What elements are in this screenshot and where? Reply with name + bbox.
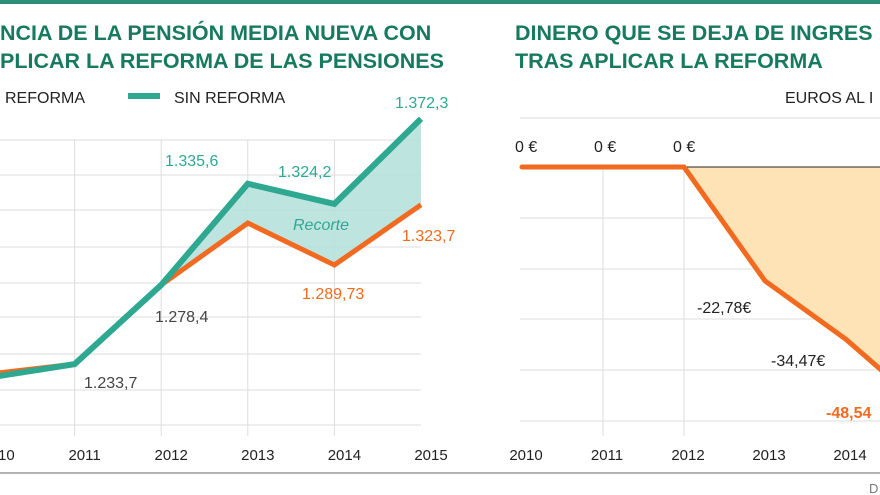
x-tick-label: 2010 (509, 447, 542, 464)
series-line (519, 164, 880, 373)
data-label: -48,54 (826, 405, 871, 422)
x-tick-label: 2012 (155, 447, 188, 464)
x-tick-label: 2015 (414, 447, 447, 464)
legend-sin-reforma-label: SIN REFORMA (174, 90, 285, 107)
data-label: 0 € (673, 139, 695, 156)
legend-sin-reforma-swatch (128, 93, 160, 99)
data-label: 1.323,7 (402, 228, 455, 245)
x-tick-label: 2014 (328, 447, 361, 464)
data-label: 1.372,3 (395, 95, 448, 112)
x-tick-label: 2013 (241, 447, 274, 464)
left-title-line-2: PLICAR LA REFORMA DE LAS PENSIONES (0, 49, 444, 73)
data-label: -34,47€ (771, 353, 825, 370)
left-title-line-1: NCIA DE LA PENSIÓN MEDIA NUEVA CON (0, 20, 431, 45)
recorte-area (161, 118, 421, 285)
x-tick-label: 2014 (833, 447, 866, 464)
data-label: 1.335,6 (165, 153, 218, 170)
data-label: 1.233,7 (84, 375, 137, 392)
data-label: -22,78€ (697, 300, 751, 317)
x-tick-label: 2010 (0, 447, 15, 464)
data-label: 1.278,4 (155, 309, 208, 326)
right-title-line-2: TRAS APLICAR LA REFORMA (515, 49, 823, 73)
loss-area (684, 167, 880, 369)
series-line-sin-reforma (0, 116, 424, 379)
x-tick-label: 2011 (68, 447, 100, 464)
unit-label: EUROS AL I (785, 90, 873, 107)
source-credit: D (869, 481, 878, 495)
data-label: 0 € (594, 139, 616, 156)
x-tick-label: 2013 (752, 447, 785, 464)
data-label: 0 € (515, 139, 537, 156)
x-tick-label: 2012 (671, 447, 704, 464)
data-label: 1.289,73 (302, 286, 364, 303)
x-tick-label: 2011 (591, 447, 623, 464)
data-label: 1.324,2 (278, 164, 331, 181)
legend-reforma-label: REFORMA (5, 90, 85, 107)
right-title-line-1: DINERO QUE SE DEJA DE INGRES (515, 21, 873, 45)
pension-chart: NCIA DE LA PENSIÓN MEDIA NUEVA CON PLICA… (0, 20, 455, 464)
recorte-annotation: Recorte (293, 217, 349, 234)
loss-chart: DINERO QUE SE DEJA DE INGRES TRAS APLICA… (509, 21, 880, 464)
top-bar (0, 0, 880, 4)
